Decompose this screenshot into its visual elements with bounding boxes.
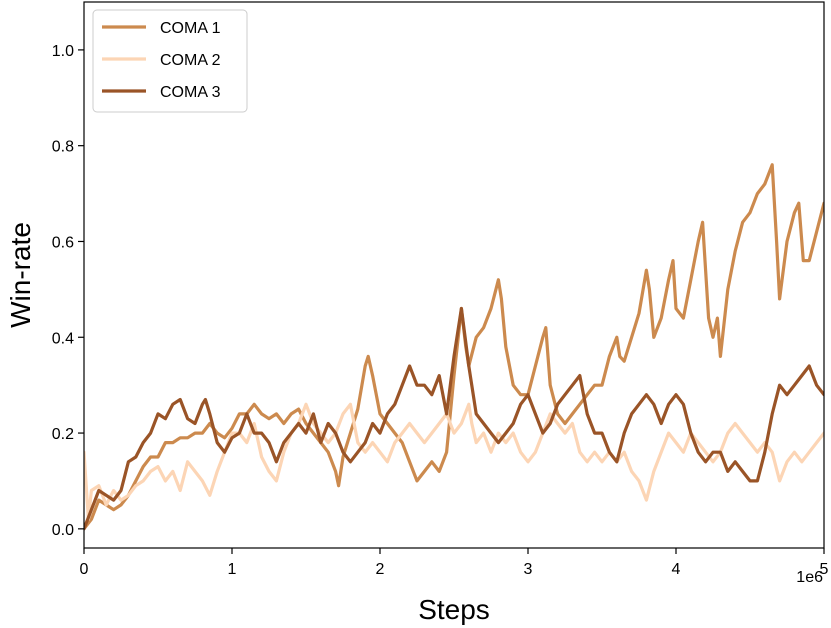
legend-label-1: COMA 1 bbox=[160, 20, 221, 37]
legend: COMA 1 COMA 2 COMA 3 bbox=[92, 9, 248, 113]
series-layer bbox=[84, 163, 824, 531]
series-line-3 bbox=[84, 306, 824, 531]
x-tick-label: 1 bbox=[228, 561, 237, 578]
legend-label-3: COMA 3 bbox=[160, 84, 221, 101]
y-axis-label: Win-rate bbox=[5, 222, 36, 328]
y-tick-label: 0.2 bbox=[52, 426, 74, 443]
series-line-1 bbox=[84, 163, 824, 531]
y-tick-label: 0.6 bbox=[52, 234, 74, 251]
x-offset-label: 1e6 bbox=[796, 569, 823, 586]
legend-frame bbox=[92, 9, 248, 113]
x-tick-label: 3 bbox=[524, 561, 533, 578]
x-tick-label: 0 bbox=[80, 561, 89, 578]
x-tick-label: 4 bbox=[672, 561, 681, 578]
x-axis-label: Steps bbox=[418, 594, 490, 625]
y-tick-label: 0.8 bbox=[52, 139, 74, 156]
series-line-2 bbox=[84, 402, 824, 521]
plot-frame bbox=[83, 1, 825, 549]
x-tick-label: 2 bbox=[376, 561, 385, 578]
y-tick-label: 1.0 bbox=[52, 43, 74, 60]
x-tick-label: 5 bbox=[820, 561, 829, 578]
legend-label-2: COMA 2 bbox=[160, 52, 221, 69]
y-tick-label: 0.0 bbox=[52, 522, 74, 539]
y-tick-label: 0.4 bbox=[52, 330, 74, 347]
ticks-layer: 0 1 2 3 4 5 0.0 0.2 0.4 0.6 0.8 1.0 bbox=[52, 43, 829, 578]
